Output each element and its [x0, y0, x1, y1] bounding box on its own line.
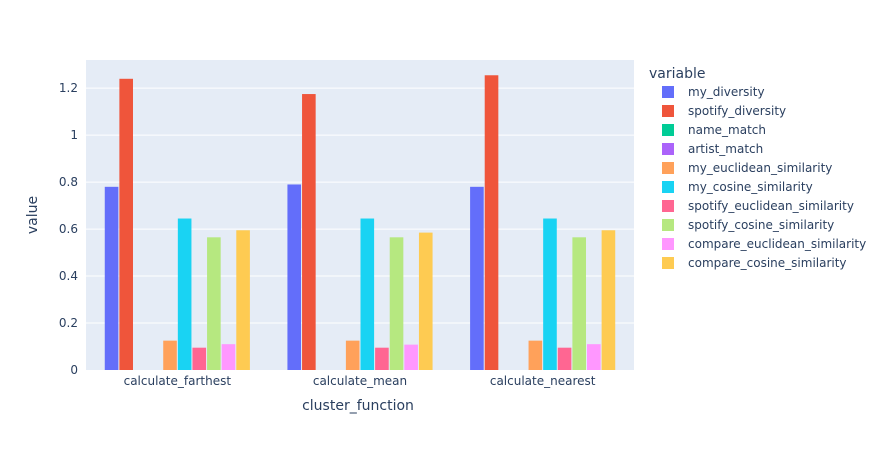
bar-my-cosine-similarity-calculate-farthest[interactable] [177, 218, 192, 370]
y-tick-label: 0.6 [59, 222, 78, 236]
bar-my-euclidean-similarity-calculate-mean[interactable] [345, 340, 360, 370]
bar-spotify-euclidean-similarity-calculate-mean[interactable] [375, 347, 389, 370]
legend-item-my-euclidean-similarity[interactable]: my_euclidean_similarity [662, 161, 832, 175]
bar-spotify-cosine-similarity-calculate-nearest[interactable] [572, 237, 587, 370]
y-tick-label: 0.8 [59, 175, 78, 189]
legend-swatch [662, 181, 674, 193]
bar-my-diversity-calculate-nearest[interactable] [470, 186, 484, 370]
bar-spotify-cosine-similarity-calculate-farthest[interactable] [207, 237, 221, 370]
x-axis-title: cluster_function [302, 398, 414, 414]
legend-label: artist_match [688, 142, 763, 156]
gridlines [86, 87, 634, 324]
bar-my-euclidean-similarity-calculate-farthest[interactable] [163, 340, 177, 370]
bar-spotify-euclidean-similarity-calculate-nearest[interactable] [557, 347, 572, 370]
bar-my-cosine-similarity-calculate-mean[interactable] [360, 218, 375, 370]
legend-swatch [662, 86, 674, 98]
bar-my-cosine-similarity-calculate-nearest[interactable] [543, 218, 557, 370]
legend-label: my_cosine_similarity [688, 180, 813, 194]
legend-item-my-diversity[interactable]: my_diversity [662, 85, 765, 99]
legend-swatch [662, 200, 674, 212]
x-tick-label: calculate_mean [313, 374, 407, 388]
y-tick-label: 0.2 [59, 316, 78, 330]
y-tick-labels: 0 0.2 0.4 0.6 0.8 1 1.2 [59, 81, 78, 377]
y-axis-title: value [25, 196, 41, 234]
legend-label: compare_cosine_similarity [688, 256, 847, 270]
legend-label: spotify_euclidean_similarity [688, 199, 854, 213]
bar-spotify-euclidean-similarity-calculate-farthest[interactable] [192, 347, 207, 370]
bar-compare-euclidean-similarity-calculate-mean[interactable] [404, 344, 418, 370]
bar-my-diversity-calculate-mean[interactable] [287, 184, 302, 370]
x-tick-label: calculate_nearest [490, 374, 596, 388]
bar-spotify-diversity-calculate-mean[interactable] [302, 94, 316, 370]
legend-items: my_diversity spotify_diversity name_matcha… [662, 85, 866, 270]
legend-item-spotify-cosine-similarity[interactable]: spotify_cosine_similarity [662, 218, 834, 232]
bar-spotify-cosine-similarity-calculate-mean[interactable] [389, 237, 404, 370]
legend-swatch [662, 143, 674, 155]
bar-compare-cosine-similarity-calculate-farthest[interactable] [236, 230, 250, 370]
x-tick-labels: calculate_farthest calculate_mean calculat… [124, 374, 596, 388]
legend-title: variable [649, 66, 705, 82]
legend-label: spotify_diversity [688, 104, 786, 118]
legend-swatch [662, 257, 674, 269]
legend-label: my_euclidean_similarity [688, 161, 832, 175]
legend-item-spotify-euclidean-similarity[interactable]: spotify_euclidean_similarity [662, 199, 854, 213]
legend[interactable]: variable my_diversity spotify_diversityna… [649, 66, 866, 270]
bar-compare-cosine-similarity-calculate-nearest[interactable] [601, 230, 616, 370]
legend-item-artist-match[interactable]: artist_match [662, 142, 763, 156]
bar-spotify-diversity-calculate-nearest[interactable] [484, 75, 499, 371]
legend-swatch [662, 105, 674, 117]
legend-label: compare_euclidean_similarity [688, 237, 866, 251]
y-tick-label: 1 [70, 128, 78, 142]
legend-swatch [662, 219, 674, 231]
plot-background [86, 60, 634, 370]
bar-compare-euclidean-similarity-calculate-farthest[interactable] [221, 344, 236, 370]
bar-my-euclidean-similarity-calculate-nearest[interactable] [528, 340, 543, 370]
legend-label: name_match [688, 123, 766, 137]
y-tick-label: 0.4 [59, 269, 78, 283]
bar-compare-euclidean-similarity-calculate-nearest[interactable] [587, 344, 601, 370]
legend-label: my_diversity [688, 85, 765, 99]
legend-label: spotify_cosine_similarity [688, 218, 834, 232]
legend-item-my-cosine-similarity[interactable]: my_cosine_similarity [662, 180, 813, 194]
legend-swatch [662, 238, 674, 250]
legend-item-compare-euclidean-similarity[interactable]: compare_euclidean_similarity [662, 237, 866, 251]
bars [104, 75, 616, 371]
y-tick-label: 1.2 [59, 81, 78, 95]
legend-swatch [662, 124, 674, 136]
bar-compare-cosine-similarity-calculate-mean[interactable] [418, 232, 433, 370]
x-tick-label: calculate_farthest [124, 374, 232, 388]
bar-spotify-diversity-calculate-farthest[interactable] [119, 78, 133, 371]
y-tick-label: 0 [70, 363, 78, 377]
legend-swatch [662, 162, 674, 174]
legend-item-name-match[interactable]: name_match [662, 123, 766, 137]
legend-item-compare-cosine-similarity[interactable]: compare_cosine_similarity [662, 256, 847, 270]
bar-my-diversity-calculate-farthest[interactable] [104, 186, 119, 370]
legend-item-spotify-diversity[interactable]: spotify_diversity [662, 104, 786, 118]
